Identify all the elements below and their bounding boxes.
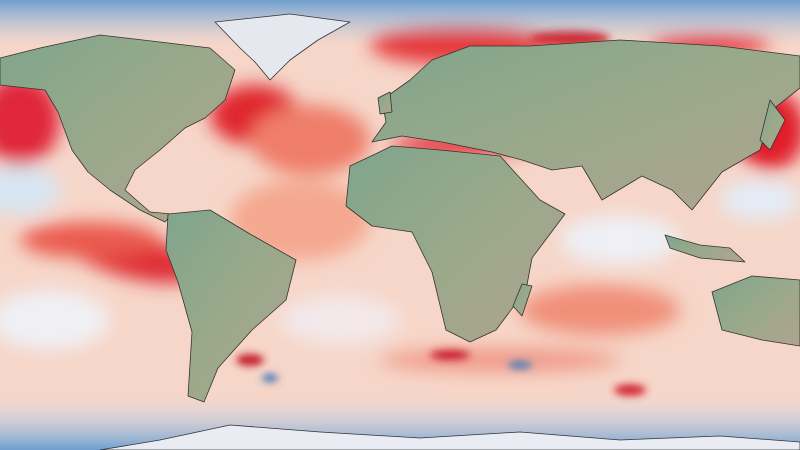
africa	[345, 145, 566, 343]
madagascar	[512, 283, 533, 317]
continents	[0, 13, 800, 450]
north-america	[0, 34, 236, 223]
australia	[711, 275, 800, 347]
uk	[377, 91, 393, 115]
eurasia	[371, 39, 800, 211]
arctic-ice	[0, 0, 800, 45]
greenland	[214, 13, 351, 81]
indonesia	[664, 234, 746, 263]
south-america	[165, 209, 297, 403]
antarctica	[99, 424, 800, 450]
japan	[759, 99, 786, 151]
